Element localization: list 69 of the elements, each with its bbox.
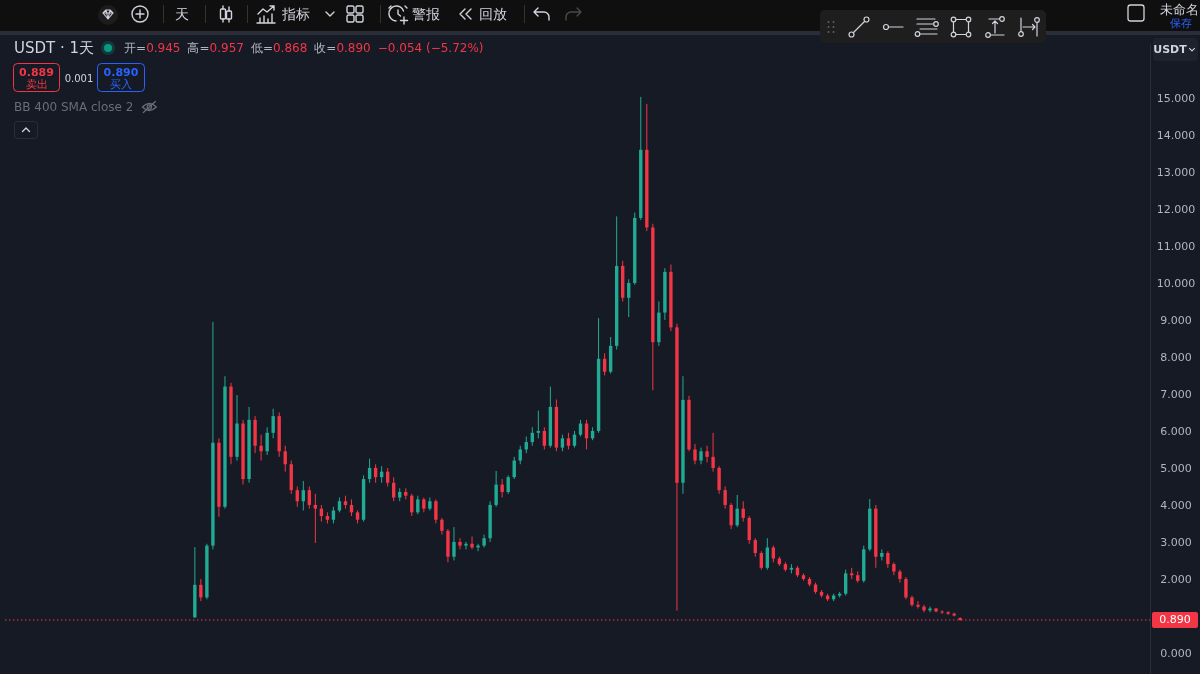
candlestick — [313, 493, 318, 544]
candlestick — [307, 485, 312, 510]
candlestick — [946, 610, 950, 616]
y-tick-label: 8.000 — [1160, 350, 1192, 364]
y-tick-label: 2.000 — [1160, 572, 1192, 586]
annotation: 开=0.945 — [124, 41, 181, 55]
candlestick — [199, 578, 203, 602]
candlestick — [898, 569, 902, 584]
candlestick — [506, 474, 510, 495]
candlestick — [500, 478, 504, 499]
candlestick — [259, 434, 263, 462]
candlestick — [518, 445, 522, 465]
y-tick-label: 0.000 — [1160, 646, 1192, 660]
text: 警报 — [412, 6, 440, 22]
candlestick — [723, 485, 727, 510]
candlestick — [536, 410, 541, 439]
y-tick-label: 12.000 — [1156, 203, 1196, 217]
candlestick — [759, 550, 763, 571]
candlestick — [916, 600, 920, 610]
y-tick-label: 10.000 — [1156, 277, 1196, 290]
text: 未命名 — [1160, 1, 1199, 17]
annotation: 低=0.868 — [250, 41, 308, 55]
y-tick-label: 4.000 — [1160, 498, 1192, 512]
candlestick — [494, 470, 498, 508]
y-tick-label: 5.000 — [1160, 461, 1192, 475]
y-tick-label: 14.000 — [1156, 129, 1196, 143]
text: 指标 — [281, 6, 310, 22]
candlestick — [627, 278, 631, 318]
y-tick-label: 11.000 — [1156, 240, 1196, 253]
candlestick — [542, 426, 547, 450]
y-tick-label: 7.000 — [1160, 387, 1192, 401]
candlestick — [392, 476, 396, 502]
candlestick — [271, 408, 275, 439]
annotation: 收=0.890 — [314, 41, 371, 55]
y-tick-label: 15.000 — [1156, 92, 1196, 106]
annotation: 买入 — [110, 78, 132, 91]
ref-line-label: 0.890 — [1159, 613, 1191, 627]
candlestick — [693, 443, 697, 465]
annotation: 高=0.957 — [187, 41, 244, 55]
candlestick — [717, 465, 721, 495]
candlestick — [729, 502, 733, 530]
candlestick — [940, 609, 944, 615]
annotation: 卖出 — [25, 78, 48, 91]
text: 回放 — [479, 6, 507, 22]
candlestick — [922, 604, 926, 613]
candlestick — [843, 569, 848, 597]
candlestick — [452, 526, 456, 561]
text: 天 — [175, 6, 189, 22]
candlestick — [464, 541, 468, 550]
candlestick — [458, 537, 462, 550]
y-tick-label: 9.000 — [1160, 313, 1192, 327]
candlestick — [711, 432, 715, 473]
text: USDT — [1153, 43, 1188, 56]
annotation: 0.889 — [19, 65, 54, 79]
annotation: 0.001 — [64, 72, 94, 84]
annotation: BB 400 SMA close 2 — [14, 100, 134, 114]
annotation: −0.054 (−5.72%) — [377, 41, 484, 55]
y-tick-label: 13.000 — [1156, 166, 1196, 180]
chart-title: USDT · 1天 — [14, 39, 95, 57]
candlestick — [265, 426, 269, 456]
candlestick — [470, 535, 474, 550]
candlestick — [904, 576, 908, 600]
annotation: 0.890 — [103, 65, 139, 79]
y-tick-label: 6.000 — [1160, 424, 1192, 438]
text: 保存 — [1170, 17, 1192, 29]
candlestick — [434, 498, 438, 524]
y-tick-label: 3.000 — [1160, 535, 1192, 549]
candlestick — [705, 445, 709, 463]
candlestick — [765, 537, 770, 571]
